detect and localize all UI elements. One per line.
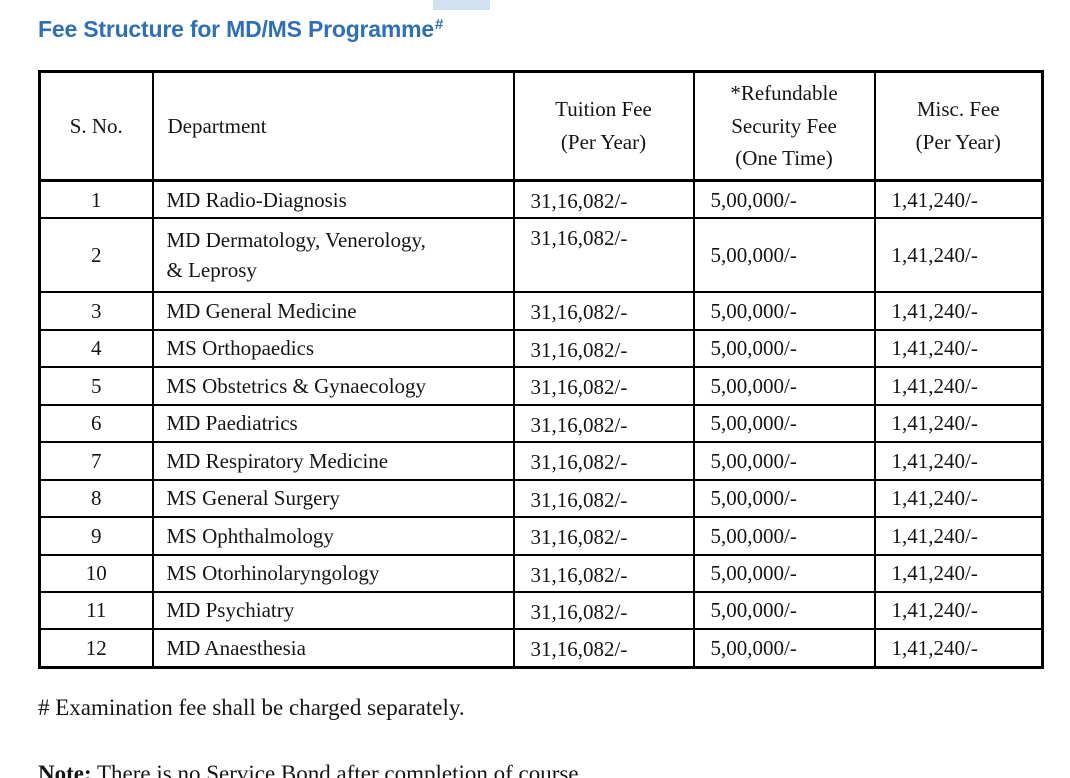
department-cell: MD Anaesthesia [151,628,515,669]
tuition-fee-cell: 31,16,082/- [512,516,695,556]
sno-cell: 10 [38,553,154,593]
examination-footnote: # Examination fee shall be charged separ… [38,694,465,720]
misc-fee-cell: 1,41,240/- [873,328,1044,369]
table-row: 2 MD Dermatology, Venerology, & Leprosy … [38,217,1044,294]
misc-fee-cell: 1,41,240/- [873,516,1044,556]
misc-fee-cell: 1,41,240/- [873,628,1044,669]
department-cell: MS Obstetrics & Gynaecology [151,366,515,406]
tuition-fee-cell: 31,16,082/- [512,590,695,631]
table-row: 12 MD Anaesthesia 31,16,082/- 5,00,000/-… [38,628,1044,669]
column-header-tuition: Tuition Fee (Per Year) [512,70,695,182]
department-cell: MS General Surgery [151,478,515,519]
tuition-fee-cell: 31,16,082/- [512,441,695,481]
tuition-fee-cell: 31,16,082/- [512,403,695,444]
tuition-fee-cell: 31,16,082/- [512,553,695,593]
tuition-fee-cell: 31,16,082/- [512,217,695,294]
department-cell: MD General Medicine [151,291,515,331]
table-row: 7 MD Respiratory Medicine 31,16,082/- 5,… [38,441,1044,481]
security-fee-cell: 5,00,000/- [692,478,876,519]
tuition-fee-cell: 31,16,082/- [512,291,695,331]
sno-cell: 9 [38,516,154,556]
department-cell: MD Psychiatry [151,590,515,631]
security-fee-cell: 5,00,000/- [692,403,876,444]
sno-cell: 8 [38,478,154,519]
sno-cell: 12 [38,628,154,669]
column-header-sno: S. No. [38,70,154,182]
misc-fee-cell: 1,41,240/- [873,291,1044,331]
fee-structure-table: S. No. Department Tuition Fee (Per Year)… [38,70,1044,669]
security-fee-cell: 5,00,000/- [692,441,876,481]
security-fee-cell: 5,00,000/- [692,291,876,331]
department-cell: MD Dermatology, Venerology, & Leprosy [151,217,515,294]
department-cell: MD Respiratory Medicine [151,441,515,481]
sno-cell: 7 [38,441,154,481]
column-header-department: Department [151,70,515,182]
service-bond-note: Note: There is no Service Bond after com… [38,761,1070,778]
table-row: 6 MD Paediatrics 31,16,082/- 5,00,000/- … [38,403,1044,444]
security-fee-cell: 5,00,000/- [692,516,876,556]
title-text: Fee Structure for MD/MS Programme [38,16,434,42]
column-header-security: *Refundable Security Fee (One Time) [692,70,876,182]
misc-fee-cell: 1,41,240/- [873,441,1044,481]
table-row: 4 MS Orthopaedics 31,16,082/- 5,00,000/-… [38,328,1044,369]
table-row: 8 MS General Surgery 31,16,082/- 5,00,00… [38,478,1044,519]
table-row: 9 MS Ophthalmology 31,16,082/- 5,00,000/… [38,516,1044,556]
note-text: There is no Service Bond after completio… [91,760,585,778]
sno-cell: 5 [38,366,154,406]
page-title: Fee Structure for MD/MS Programme# [38,16,1070,43]
table-row: 11 MD Psychiatry 31,16,082/- 5,00,000/- … [38,590,1044,631]
table-row: 5 MS Obstetrics & Gynaecology 31,16,082/… [38,366,1044,406]
tuition-fee-cell: 31,16,082/- [512,179,695,220]
security-fee-cell: 5,00,000/- [692,217,876,294]
misc-fee-cell: 1,41,240/- [873,179,1044,220]
top-highlight-bar [433,0,490,10]
table-row: 10 MS Otorhinolaryngology 31,16,082/- 5,… [38,553,1044,593]
department-cell: MS Otorhinolaryngology [151,553,515,593]
department-cell: MS Ophthalmology [151,516,515,556]
misc-fee-cell: 1,41,240/- [873,403,1044,444]
misc-fee-cell: 1,41,240/- [873,366,1044,406]
misc-fee-cell: 1,41,240/- [873,478,1044,519]
sno-cell: 3 [38,291,154,331]
column-header-misc: Misc. Fee (Per Year) [873,70,1044,182]
department-cell: MD Paediatrics [151,403,515,444]
tuition-fee-cell: 31,16,082/- [512,328,695,369]
sno-cell: 6 [38,403,154,444]
sno-cell: 1 [38,179,154,220]
security-fee-cell: 5,00,000/- [692,328,876,369]
misc-fee-cell: 1,41,240/- [873,553,1044,593]
department-cell: MD Radio-Diagnosis [151,179,515,220]
sno-cell: 4 [38,328,154,369]
security-fee-cell: 5,00,000/- [692,628,876,669]
security-fee-cell: 5,00,000/- [692,590,876,631]
title-superscript: # [434,16,444,33]
header-row: S. No. Department Tuition Fee (Per Year)… [38,70,1044,182]
sno-cell: 2 [38,217,154,294]
department-cell: MS Orthopaedics [151,328,515,369]
note-label: Note: [38,760,92,778]
table-row: 3 MD General Medicine 31,16,082/- 5,00,0… [38,291,1044,331]
security-fee-cell: 5,00,000/- [692,366,876,406]
tuition-fee-cell: 31,16,082/- [512,628,695,669]
misc-fee-cell: 1,41,240/- [873,590,1044,631]
security-fee-cell: 5,00,000/- [692,553,876,593]
tuition-fee-cell: 31,16,082/- [512,366,695,406]
tuition-fee-cell: 31,16,082/- [512,478,695,519]
table-row: 1 MD Radio-Diagnosis 31,16,082/- 5,00,00… [38,179,1044,220]
sno-cell: 11 [38,590,154,631]
misc-fee-cell: 1,41,240/- [873,217,1044,294]
security-fee-cell: 5,00,000/- [692,179,876,220]
